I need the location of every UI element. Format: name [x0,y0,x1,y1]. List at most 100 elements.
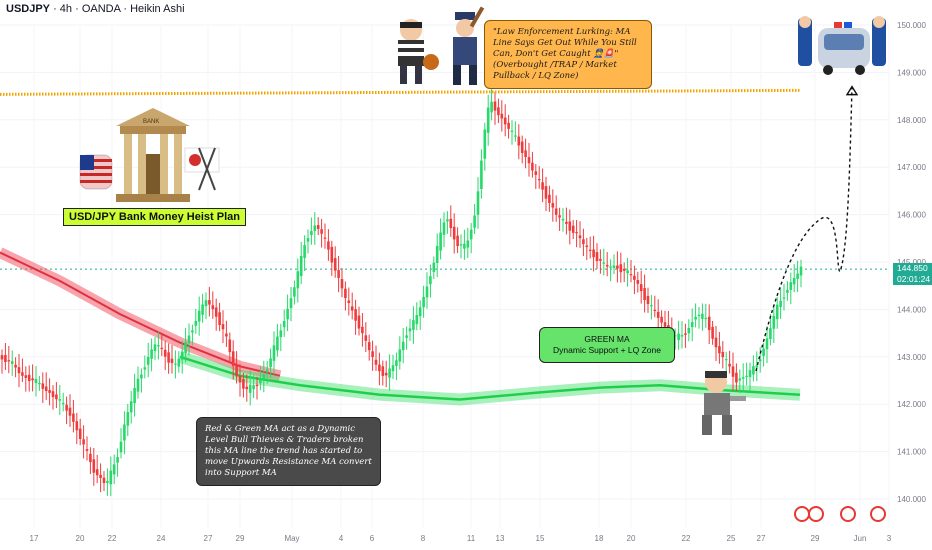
japan-flag-icon [184,147,220,191]
candle-body [143,367,147,370]
x-tick-label: 22 [108,534,117,543]
candle-body [779,300,782,308]
candle-body [534,171,538,175]
candle-body [136,378,140,392]
x-tick-label: 29 [236,534,245,543]
candle-body [106,480,109,483]
candle-body [150,349,153,359]
ma-explanation-note: Red & Green MA act as a Dynamic Level Bu… [196,417,381,486]
candle-body [510,130,514,132]
burglar-illustration [702,371,746,435]
symbol-header[interactable]: USDJPY · 4h · OANDA · Heikin Ashi [6,3,185,15]
candle-body [371,351,374,358]
candle-body [718,346,721,354]
candle-body [786,289,789,293]
candle-body [616,265,619,269]
candle-body [612,265,616,268]
candle-body [242,379,245,389]
candle-body [629,274,633,276]
x-tick-label: 20 [76,534,85,543]
candle-body [480,160,483,190]
candle-body [503,117,507,125]
candle-body [17,367,21,374]
candle-body [680,335,684,337]
candle-body [255,384,259,387]
candle-body [327,241,330,250]
x-tick-label: 8 [421,534,426,543]
y-tick-label: 144.000 [897,305,926,314]
candle-body [354,309,357,321]
candle-body [38,383,41,385]
projection-line [755,86,853,372]
x-tick-label: 17 [30,534,39,543]
candle-body [252,385,255,390]
candle-body [517,136,521,146]
candle-body [463,243,466,249]
candle-body [269,358,272,368]
candle-body [456,235,459,247]
candle-body [425,286,429,298]
x-tick-label: 11 [467,534,476,543]
candle-body [429,276,432,285]
candle-body [160,347,164,350]
candle-body [714,337,718,348]
candle-body [622,268,626,271]
candle-body [245,386,249,390]
bar-countdown: 02:01:24 [897,274,931,284]
candle-body [527,157,531,164]
plan-title-label: USD/JPY Bank Money Heist Plan [63,208,246,226]
candle-body [262,374,266,379]
candle-body [126,412,130,426]
chart-background [0,0,890,528]
candle-body [486,107,490,133]
candle-body [289,298,293,309]
candle-body [551,203,555,208]
green-ma-note: GREEN MA Dynamic Support + LQ Zone [539,327,675,363]
candle-body [792,278,796,285]
candle-body [653,309,657,311]
candle-body [782,297,786,299]
candle-body [184,342,187,353]
candle-body [769,328,772,340]
time-axis[interactable]: 17 20 22 24 27 29 May 4 6 8 11 13 15 18 20 22 25 27 29 Jun 3 [30,534,892,543]
candle-body [609,266,612,268]
candle-body [310,231,313,235]
candle-body [449,218,453,229]
candle-body [554,208,558,215]
ma-explanation-text: Red & Green MA act as a Dynamic Level Bu… [205,424,372,478]
green-ma-title: GREEN MA [584,334,630,344]
candle-body [286,308,289,320]
candle-body [163,349,167,357]
candle-body [204,300,208,307]
y-tick-label: 146.000 [897,211,926,220]
candle-body [272,345,276,361]
x-tick-label: 13 [496,534,505,543]
candle-body [796,273,799,279]
candle-body [344,288,347,299]
candle-body [303,245,306,258]
candle-body [558,215,561,218]
candle-body [439,232,442,251]
candle-body [626,270,629,274]
candle-body [469,229,473,240]
candle-body [157,345,160,347]
candle-body [775,304,779,320]
candle-body [401,341,405,351]
x-tick-label: May [284,534,299,543]
candle-body [758,359,762,362]
x-tick-label: 20 [627,534,636,543]
candle-body [650,305,653,307]
candle-body [772,315,776,329]
candle-body [531,162,534,171]
y-tick-label: 145.000 [897,258,926,267]
candle-body [367,342,371,351]
trap-line [0,88,801,96]
bank-illustration: BANK [116,108,190,202]
candle-body [276,336,279,351]
candle-body [592,249,595,258]
candle-body [578,235,582,239]
x-tick-label: 6 [370,534,375,543]
candle-body [755,365,759,368]
candle-body [7,360,11,362]
